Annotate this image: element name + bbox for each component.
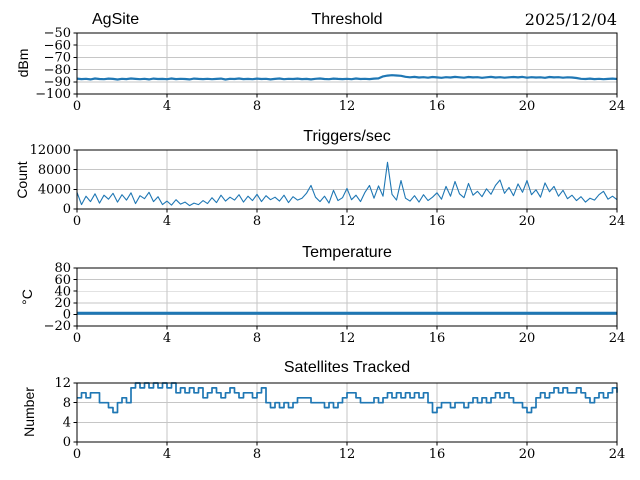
y-tick-label: −80: [44, 63, 71, 78]
satellites-tracked-spines: [76, 382, 618, 443]
chart-title-triggers: Triggers/sec: [303, 128, 391, 145]
x-tick-label: 8: [253, 99, 261, 114]
triggers-plot-area: 0 4 8 12 16 20 24 0 4000 8000 12000: [30, 143, 626, 229]
x-tick-label: 20: [519, 447, 536, 462]
x-tick-label: 0: [73, 214, 81, 229]
x-tick-label: 12: [339, 214, 356, 229]
x-tick-label: 0: [73, 447, 81, 462]
satellites-plot-area: 0 4 8 12 16 20 24 0 4 8 12: [54, 376, 625, 462]
y-tick-label: 0: [63, 435, 71, 450]
y-axis-label-number: Number: [21, 387, 37, 437]
x-tick-label: 16: [429, 331, 446, 346]
chart-title-temperature: Temperature: [302, 244, 392, 261]
x-tick-label: 24: [609, 447, 626, 462]
x-tick-label: 4: [163, 331, 171, 346]
y-tick-label: 40: [54, 284, 71, 299]
x-tick-label: 12: [339, 331, 356, 346]
threshold-svg: 0 4 8 12 16 20 24 −50−60−70−80−90−100: [35, 26, 625, 114]
x-tick-label: 20: [519, 99, 536, 114]
chart-title-satellites: Satellites Tracked: [283, 359, 411, 376]
y-tick-label: −100: [35, 87, 71, 102]
x-tick-label: 8: [253, 447, 261, 462]
x-tick-label: 20: [519, 331, 536, 346]
x-tick-label: 4: [163, 447, 171, 462]
x-tick-label: 12: [339, 99, 356, 114]
x-tick-label: 24: [609, 214, 626, 229]
threshold-spines: [76, 32, 618, 95]
temperature-spines: [76, 267, 618, 327]
chart-title-threshold: Threshold: [311, 11, 383, 28]
x-tick-label: 0: [73, 99, 81, 114]
y-axis-label-celsius: °C: [19, 289, 35, 305]
threshold-data-line: [76, 74, 618, 81]
triggers-per-sec-spines: [76, 149, 618, 210]
x-tick-label: 12: [339, 447, 356, 462]
y-axis-label-dbm: dBm: [15, 48, 31, 78]
y-tick-label: 60: [54, 273, 71, 288]
x-tick-label: 4: [163, 99, 171, 114]
y-tick-label: 20: [54, 296, 71, 311]
y-tick-label: 4000: [38, 183, 71, 198]
x-tick-label: 0: [73, 331, 81, 346]
chart-title-date: 2025/12/04: [524, 10, 617, 29]
y-tick-label: 0: [63, 202, 71, 217]
triggers-per-sec-data-line: [76, 161, 618, 207]
x-tick-label: 16: [429, 447, 446, 462]
y-tick-label: 8: [63, 396, 71, 411]
triggers-per-sec-svg: 0 4 8 12 16 20 24 0 4000 8000 12000: [30, 143, 626, 229]
y-tick-label: −70: [44, 51, 71, 66]
y-tick-label: −20: [44, 319, 71, 334]
x-tick-label: 16: [429, 99, 446, 114]
threshold-plot-area: 0 4 8 12 16 20 24 −50 −60 −70 −80 −90 −100: [35, 26, 625, 114]
y-axis-label-count: Count: [14, 161, 30, 199]
chart-title-site: AgSite: [92, 11, 140, 28]
y-tick-label: −90: [44, 75, 71, 90]
temperature-plot-area: 0 4 8 12 16 20 24 −20 0 20 40 60 80: [44, 261, 626, 346]
x-tick-label: 16: [429, 214, 446, 229]
y-tick-label: 4: [63, 416, 71, 431]
y-tick-label: 12000: [30, 143, 71, 158]
x-tick-label: 4: [163, 214, 171, 229]
y-tick-label: 80: [54, 261, 71, 276]
x-tick-label: 24: [609, 99, 626, 114]
x-tick-label: 8: [253, 214, 261, 229]
x-tick-label: 24: [609, 331, 626, 346]
satellites-tracked-data-line: [77, 382, 618, 414]
satellites-tracked-svg: 0 4 8 12 16 20 24 0 4 8 12: [54, 376, 625, 462]
y-tick-label: 12: [54, 376, 71, 391]
x-tick-label: 20: [519, 214, 536, 229]
x-tick-label: 8: [253, 331, 261, 346]
y-tick-label: 0: [63, 308, 71, 323]
y-tick-label: −50: [44, 26, 71, 41]
y-tick-label: 8000: [38, 163, 71, 178]
y-tick-label: −60: [44, 38, 71, 53]
